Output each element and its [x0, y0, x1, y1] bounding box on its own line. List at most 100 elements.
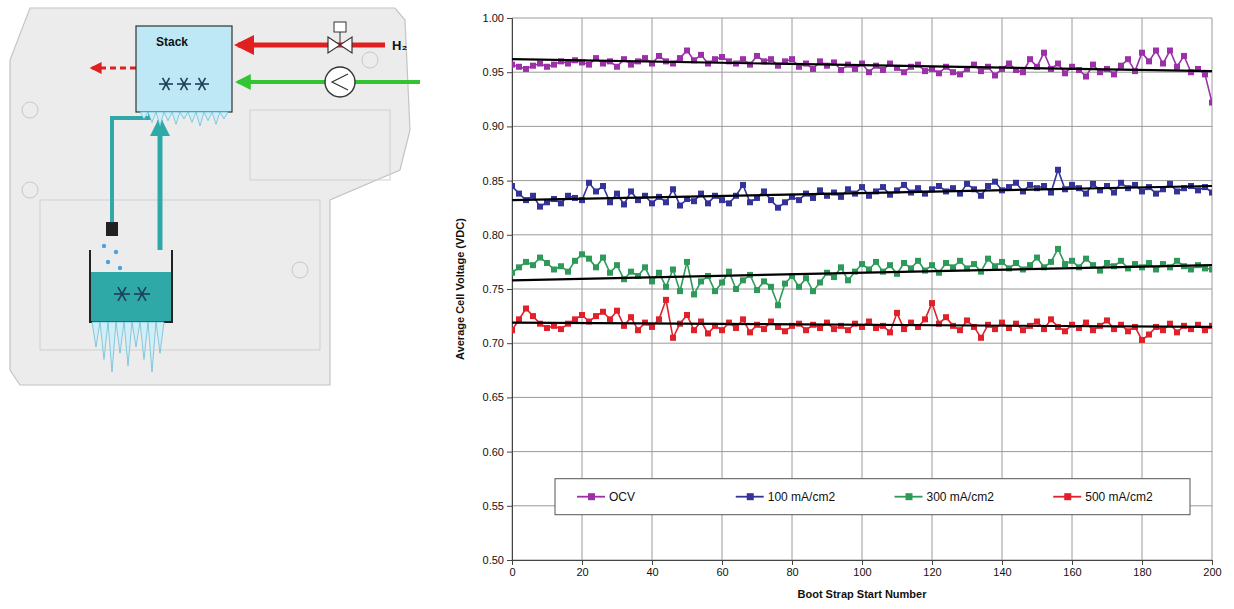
data-point	[516, 316, 522, 322]
data-point	[971, 261, 977, 267]
data-point	[1069, 258, 1075, 264]
data-point	[789, 56, 795, 62]
snowflake-arm	[163, 78, 170, 90]
data-point	[551, 266, 557, 272]
y-tick-mark	[507, 72, 512, 73]
x-tick: 20	[576, 560, 588, 578]
data-point	[1125, 56, 1131, 62]
data-point	[1048, 316, 1054, 322]
y-tick-label: 1.00	[483, 12, 504, 24]
legend-label: OCV	[609, 490, 635, 504]
data-point	[964, 317, 970, 323]
y-tick: 0.85	[483, 175, 512, 187]
data-point	[1069, 182, 1075, 188]
snowflake-arm	[138, 287, 146, 301]
grid-line-y	[512, 126, 1212, 127]
data-point	[831, 274, 837, 280]
data-point	[579, 251, 585, 257]
x-tick-label: 40	[646, 566, 658, 578]
x-tick: 0	[509, 560, 515, 578]
trend-line	[512, 59, 1212, 71]
data-point	[656, 53, 662, 59]
series	[512, 167, 1212, 211]
data-point	[516, 264, 522, 270]
x-axis-line	[513, 561, 1213, 566]
y-tick: 0.90	[483, 120, 512, 132]
legend: OCV100 mA/cm2300 mA/cm2500 mA/cm2	[555, 479, 1190, 515]
data-point	[1083, 74, 1089, 80]
housing-bolt	[22, 102, 38, 118]
data-point	[985, 183, 991, 189]
data-point	[719, 327, 725, 333]
air-arrow	[238, 80, 326, 84]
legend-label: 100 mA/cm2	[768, 490, 836, 504]
data-point	[992, 326, 998, 332]
data-point	[663, 284, 669, 290]
data-point	[929, 300, 935, 306]
legend-swatch-marker	[747, 493, 754, 500]
snowflake	[177, 78, 191, 90]
data-point	[1118, 258, 1124, 264]
data-point	[838, 67, 844, 73]
fuel-label: H₂	[392, 38, 407, 53]
data-point	[1090, 327, 1096, 333]
data-point	[761, 188, 767, 194]
data-point	[558, 326, 564, 332]
data-point	[831, 326, 837, 332]
data-point	[642, 264, 648, 270]
data-point	[929, 262, 935, 268]
data-point	[782, 199, 788, 205]
data-point	[1041, 183, 1047, 189]
y-axis-line	[507, 19, 513, 561]
data-point	[719, 279, 725, 285]
data-point	[782, 281, 788, 287]
trend-line	[512, 265, 1212, 280]
data-point	[614, 64, 620, 70]
data-point	[593, 188, 599, 194]
data-point	[719, 54, 725, 60]
data-point	[516, 64, 522, 70]
data-point	[1125, 328, 1131, 334]
data-point	[670, 335, 676, 341]
grid-line-y	[512, 234, 1212, 235]
y-tick: 0.75	[483, 283, 512, 295]
housing-panel	[40, 200, 320, 350]
data-point	[1034, 255, 1040, 261]
chart: 0204060801001201401601802000.500.550.600…	[454, 12, 1222, 600]
y-tick-label: 0.95	[483, 66, 504, 78]
data-point	[523, 66, 529, 72]
series-line	[512, 249, 1212, 305]
data-point	[537, 204, 543, 210]
data-point	[684, 259, 690, 265]
data-point	[726, 269, 732, 275]
data-point	[922, 316, 928, 322]
data-point	[670, 186, 676, 192]
data-point	[887, 262, 893, 268]
data-point	[635, 327, 641, 333]
pump-symbol	[332, 74, 348, 90]
data-point	[705, 200, 711, 206]
y-tick-label: 0.85	[483, 175, 504, 187]
data-point	[663, 199, 669, 205]
snowflake-arm	[118, 287, 126, 301]
data-point	[845, 186, 851, 192]
series	[512, 48, 1212, 106]
data-point	[572, 316, 578, 322]
data-point	[761, 278, 767, 284]
data-point	[873, 259, 879, 265]
snowflake	[195, 78, 209, 90]
x-tick-mark	[722, 560, 723, 565]
plot-background	[512, 18, 1212, 560]
data-point	[866, 319, 872, 325]
grid-line-y	[512, 289, 1212, 290]
air-line	[355, 80, 420, 84]
data-point	[614, 308, 620, 314]
data-point	[1013, 260, 1019, 266]
data-point	[516, 191, 522, 197]
trend-line	[512, 323, 1212, 327]
data-point	[1090, 62, 1096, 68]
y-tick-mark	[507, 126, 512, 127]
data-point	[880, 67, 886, 73]
snowflake-arm	[118, 287, 126, 301]
water-drop	[106, 260, 110, 264]
